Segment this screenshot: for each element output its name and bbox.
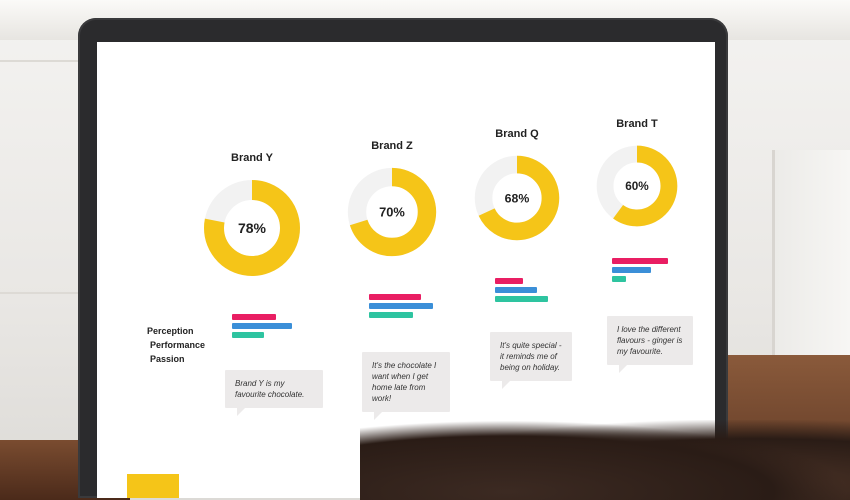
brand-title: Brand Z [371,140,413,152]
brand-title: Brand T [616,118,658,130]
donut-chart: 78% [204,180,300,276]
brand-card-q: Brand Q 68% [452,128,582,242]
bar-passion [612,276,626,282]
bar-group-q [495,278,565,305]
donut-chart: 70% [347,167,437,257]
bar-perception [232,314,276,320]
bar-passion [232,332,264,338]
quote-text: It's quite special - it reminds me of be… [500,341,562,372]
bar-passion [495,296,548,302]
quote-text: Brand Y is my favourite chocolate. [235,379,305,399]
bar-perception [495,278,523,284]
donut-percent-label: 70% [379,205,405,220]
donut-arc [347,167,437,257]
legend-perception: Perception [147,326,194,336]
donut-percent-label: 78% [238,220,267,236]
donut-chart: 60% [596,145,678,227]
quote-bubble-z: It's the chocolate I want when I get hom… [362,352,450,420]
quote-bubble-t: I love the different flavours - ginger i… [607,316,693,373]
logo-tab [127,474,179,498]
donut-arc [596,145,678,227]
typing-hands [360,420,850,500]
bar-perception [612,258,668,264]
bar-group-y [232,314,312,341]
brand-card-t: Brand T 60% [572,118,702,228]
quote-bubble-q: It's quite special - it reminds me of be… [490,332,572,389]
bar-performance [612,267,651,273]
bar-performance [369,303,433,309]
donut-chart: 68% [474,155,560,241]
bar-group-z [369,294,449,321]
legend-performance: Performance [150,340,206,350]
quote-text: I love the different flavours - ginger i… [617,325,683,356]
brand-card-y: Brand Y 78% [187,152,317,278]
donut-percent-label: 68% [505,191,530,205]
quote-text: It's the chocolate I want when I get hom… [372,361,437,403]
bar-perception [369,294,421,300]
donut-percent-label: 60% [625,180,649,193]
bar-passion [369,312,413,318]
brand-title: Brand Q [495,128,539,140]
quote-bubble-y: Brand Y is my favourite chocolate. [225,370,323,416]
brand-title: Brand Y [231,152,273,164]
brand-card-z: Brand Z 70% [327,140,457,258]
bar-group-t [612,258,682,285]
donut-arc [474,155,560,241]
wall-panel-right [772,150,850,360]
bar-performance [232,323,292,329]
bar-legend: Perception Performance Passion [147,324,205,366]
legend-passion: Passion [150,354,185,364]
donut-arc [204,180,300,276]
bar-performance [495,287,537,293]
